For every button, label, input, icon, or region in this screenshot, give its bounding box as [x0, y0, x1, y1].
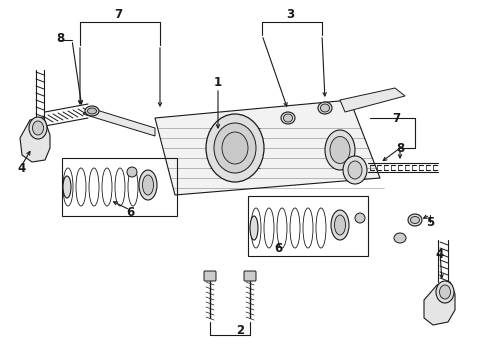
- Text: 4: 4: [435, 248, 443, 261]
- Ellipse shape: [29, 117, 47, 139]
- Ellipse shape: [354, 213, 364, 223]
- Ellipse shape: [222, 132, 247, 164]
- Text: 2: 2: [235, 324, 244, 337]
- Ellipse shape: [329, 136, 349, 163]
- Ellipse shape: [393, 233, 405, 243]
- Ellipse shape: [142, 175, 153, 195]
- Polygon shape: [20, 118, 50, 162]
- Ellipse shape: [317, 102, 331, 114]
- Text: 7: 7: [391, 112, 399, 125]
- Text: 7: 7: [114, 8, 122, 21]
- Polygon shape: [83, 108, 155, 136]
- Ellipse shape: [409, 216, 419, 224]
- Ellipse shape: [127, 167, 137, 177]
- Text: 1: 1: [214, 76, 222, 89]
- Ellipse shape: [32, 121, 43, 135]
- Text: 3: 3: [285, 8, 293, 21]
- FancyBboxPatch shape: [203, 271, 216, 281]
- FancyBboxPatch shape: [244, 271, 256, 281]
- Ellipse shape: [139, 170, 157, 200]
- Ellipse shape: [214, 123, 256, 173]
- Ellipse shape: [281, 112, 294, 124]
- Ellipse shape: [334, 215, 345, 235]
- Ellipse shape: [435, 281, 453, 303]
- Ellipse shape: [407, 214, 421, 226]
- Ellipse shape: [439, 285, 449, 299]
- Text: 8: 8: [395, 141, 403, 154]
- Polygon shape: [339, 88, 404, 112]
- Text: 5: 5: [425, 216, 433, 229]
- Ellipse shape: [347, 161, 361, 179]
- Ellipse shape: [205, 114, 264, 182]
- Ellipse shape: [325, 130, 354, 170]
- Ellipse shape: [283, 114, 292, 122]
- Ellipse shape: [63, 176, 71, 198]
- Polygon shape: [423, 282, 454, 325]
- Ellipse shape: [85, 106, 99, 116]
- Ellipse shape: [342, 156, 366, 184]
- Text: 6: 6: [125, 206, 134, 219]
- Ellipse shape: [249, 216, 258, 240]
- Ellipse shape: [320, 104, 329, 112]
- Ellipse shape: [330, 210, 348, 240]
- Text: 6: 6: [273, 242, 282, 255]
- Text: 8: 8: [56, 31, 64, 45]
- Polygon shape: [155, 100, 379, 195]
- Text: 4: 4: [18, 162, 26, 175]
- Ellipse shape: [87, 108, 96, 114]
